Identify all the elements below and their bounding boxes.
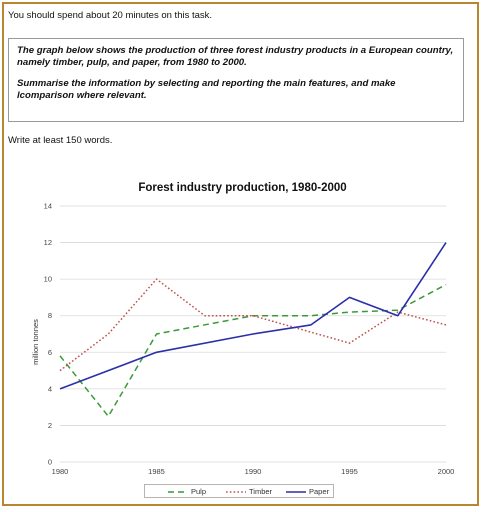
y-axis-label: million tonnes [31, 319, 40, 365]
legend-swatch-paper [286, 491, 306, 493]
task-paragraph-1: The graph below shows the production of … [17, 45, 454, 68]
word-count-instruction: Write at least 150 words. [8, 135, 113, 146]
y-tick-label: 14 [44, 202, 52, 211]
y-tick-label: 0 [48, 458, 52, 467]
series-line-pulp [59, 283, 447, 418]
legend-swatch-timber [226, 491, 246, 493]
x-tick-label: 1980 [52, 467, 69, 476]
y-tick-label: 8 [48, 311, 52, 320]
x-tick-label: 1990 [245, 467, 262, 476]
y-tick-label: 10 [44, 275, 52, 284]
series-line-timber [59, 278, 447, 372]
task-frame [2, 2, 479, 506]
legend-label: Paper [309, 487, 330, 496]
legend-label: Timber [249, 487, 273, 496]
chart-legend: Pulp Timber Paper [144, 484, 334, 498]
x-tick-label: 1985 [148, 467, 165, 476]
intro-text: You should spend about 20 minutes on thi… [8, 10, 213, 21]
task-prompt-box: The graph below shows the production of … [8, 38, 464, 122]
legend-label: Pulp [191, 487, 207, 496]
x-tick-label: 1995 [341, 467, 358, 476]
y-tick-label: 2 [48, 421, 52, 430]
chart-title: Forest industry production, 1980-2000 [138, 182, 347, 194]
y-tick-label: 12 [44, 238, 52, 247]
y-tick-label: 6 [48, 348, 52, 357]
y-tick-label: 4 [48, 384, 52, 393]
task-paragraph-2: Summarise the information by selecting a… [17, 78, 396, 101]
x-tick-label: 2000 [438, 467, 455, 476]
series-line-paper [59, 242, 447, 390]
legend-swatch-pulp [168, 491, 188, 493]
